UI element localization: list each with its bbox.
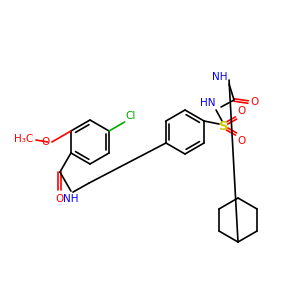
Text: O: O	[237, 136, 245, 146]
Text: O: O	[237, 106, 245, 116]
Text: O: O	[42, 137, 50, 147]
Text: S: S	[219, 119, 229, 133]
Text: HN: HN	[200, 98, 215, 108]
Text: O: O	[250, 97, 258, 107]
Text: H₃C: H₃C	[14, 134, 33, 144]
Text: NH: NH	[63, 194, 79, 204]
Text: NH: NH	[212, 72, 227, 82]
Text: Cl: Cl	[126, 111, 136, 121]
Text: O: O	[56, 194, 64, 204]
